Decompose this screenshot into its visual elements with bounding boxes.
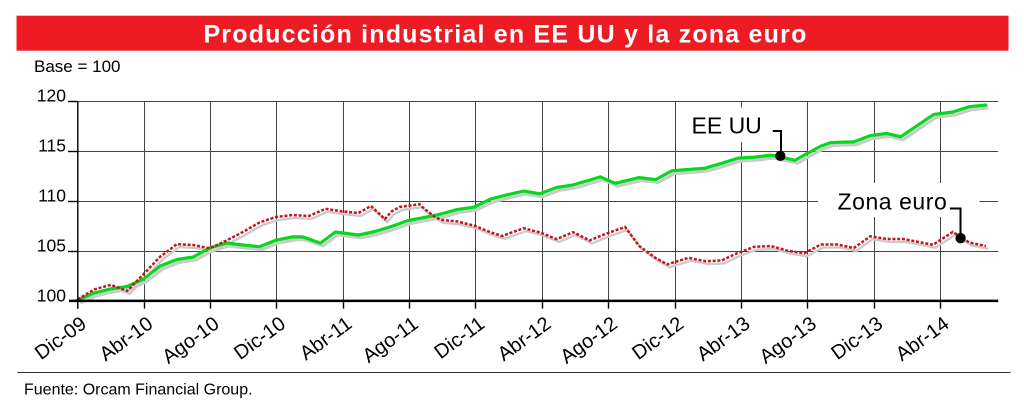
svg-text:Base = 100: Base = 100 xyxy=(34,57,121,76)
svg-text:Fuente: Orcam Financial Group.: Fuente: Orcam Financial Group. xyxy=(24,381,253,398)
svg-text:105: 105 xyxy=(37,235,66,255)
svg-text:115: 115 xyxy=(38,136,66,156)
svg-text:100: 100 xyxy=(37,285,66,305)
svg-text:120: 120 xyxy=(37,86,66,106)
svg-text:EE UU: EE UU xyxy=(692,113,762,139)
svg-text:Producción industrial en EE UU: Producción industrial en EE UU y la zona… xyxy=(203,21,807,49)
svg-text:110: 110 xyxy=(38,185,66,205)
svg-text:Zona euro: Zona euro xyxy=(838,188,948,214)
